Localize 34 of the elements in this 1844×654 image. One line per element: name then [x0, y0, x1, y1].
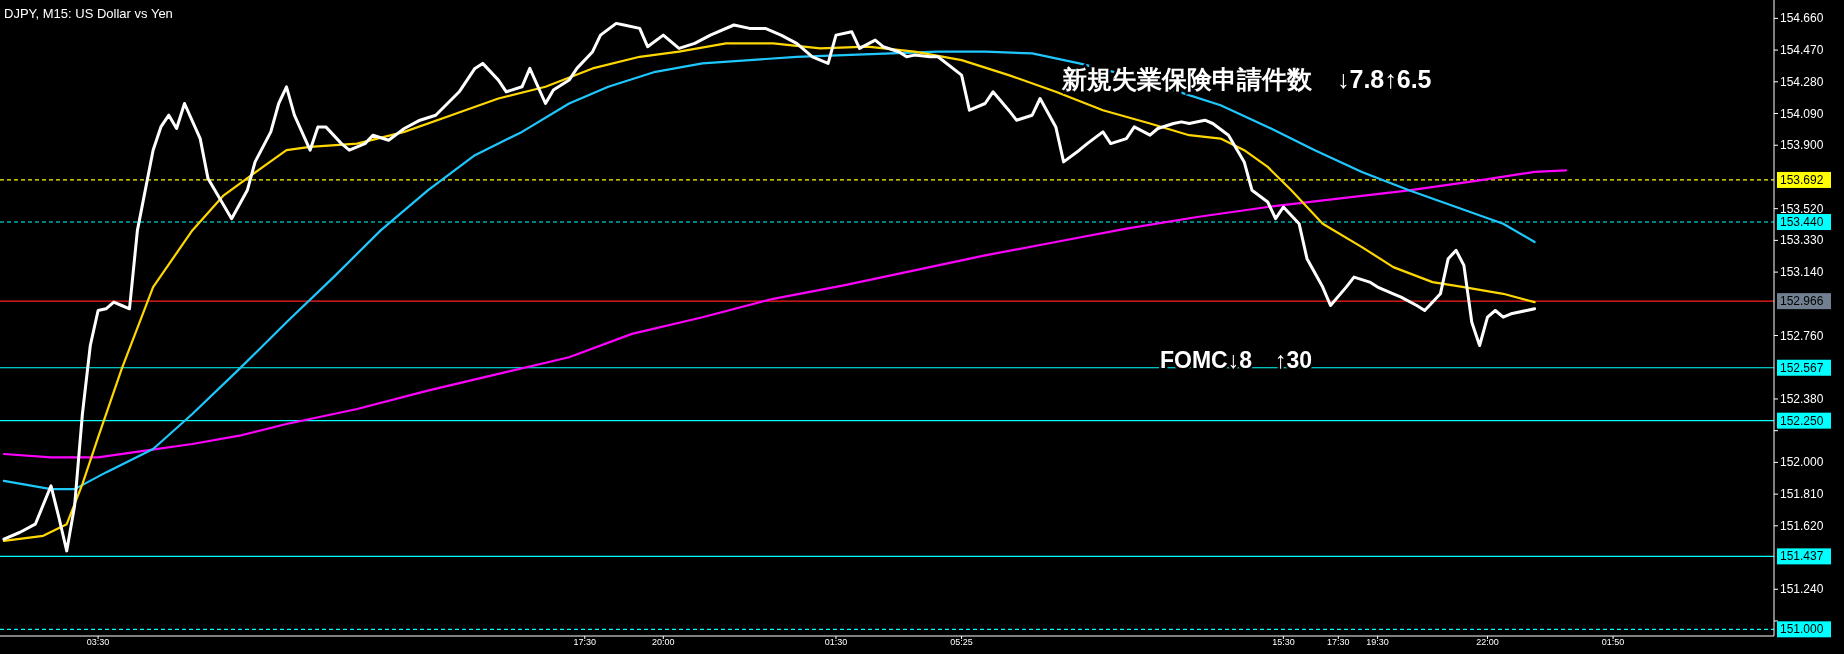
y-tick-label: 154.280	[1780, 74, 1824, 89]
ref-line-label: 152.250	[1780, 413, 1824, 428]
y-tick-label: 152.760	[1780, 328, 1824, 343]
line-series	[2, 169, 1568, 459]
x-tick-label: 20:00	[652, 637, 675, 648]
y-tick-label: 152.380	[1780, 391, 1824, 406]
x-tick-label: 17:30	[573, 637, 597, 648]
ref-line-label: 152.567	[1780, 360, 1824, 375]
ref-line-label: 151.437	[1780, 549, 1824, 564]
y-tick-label: 151.620	[1780, 518, 1824, 533]
ref-line-label: 152.966	[1780, 294, 1824, 309]
x-tick-label: 17:30	[1327, 637, 1350, 648]
y-tick-label: 154.470	[1780, 43, 1824, 58]
y-tick-label: 153.140	[1780, 265, 1824, 280]
x-tick-label: 03:30	[86, 637, 110, 648]
y-tick-label: 153.520	[1780, 201, 1824, 216]
ref-line-label: 153.692	[1780, 172, 1824, 187]
y-tick-label: 154.090	[1780, 106, 1824, 121]
y-tick-label: 151.810	[1780, 487, 1824, 502]
text: DJPY, M15: US Dollar vs Yen	[4, 6, 173, 21]
x-tick-label: 19:30	[1366, 637, 1389, 648]
x-tick-label: 01:30	[824, 637, 848, 648]
x-tick-label: 15:30	[1272, 637, 1295, 648]
x-tick-label: 05:25	[950, 637, 973, 648]
y-tick-label: 151.240	[1780, 582, 1824, 597]
x-tick-label: 22:00	[1476, 637, 1499, 648]
y-tick-label: 153.900	[1780, 138, 1824, 153]
y-tick-label: 154.660	[1780, 11, 1824, 26]
ref-line-label: 153.440	[1780, 215, 1824, 230]
x-tick-label: 01:50	[1601, 637, 1625, 648]
annotation: FOMC↓8 ↑30	[1160, 347, 1313, 373]
ref-line-label: 151.000	[1780, 622, 1824, 637]
y-tick-label: 153.330	[1780, 233, 1824, 248]
y-tick-label: 152.000	[1780, 455, 1824, 470]
